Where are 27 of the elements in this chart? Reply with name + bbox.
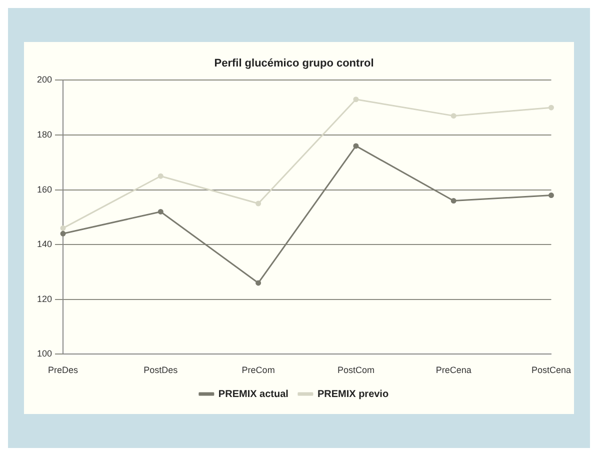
x-tick-label: PreCena <box>436 365 472 376</box>
x-tick-label: PostCena <box>531 365 572 376</box>
x-tick-label: PostDes <box>144 365 178 376</box>
y-tick-label: 180 <box>36 129 52 140</box>
x-tick-label: PostCom <box>337 365 374 376</box>
y-tick-label: 100 <box>36 348 52 359</box>
legend-label: PREMIX previo <box>317 388 389 400</box>
point <box>256 200 262 206</box>
point <box>60 230 66 236</box>
chart-title: Perfil glucémico grupo control <box>214 58 374 70</box>
point <box>60 225 66 231</box>
x-tick-label: PreDes <box>48 365 79 376</box>
y-tick-label: 140 <box>36 239 52 250</box>
point <box>450 198 456 204</box>
point <box>256 280 262 286</box>
y-tick-label: 120 <box>36 294 52 304</box>
x-tick-label: PreCom <box>242 365 275 376</box>
y-tick-label: 160 <box>36 184 52 194</box>
y-tick-label: 200 <box>36 74 52 85</box>
point <box>158 208 164 214</box>
point <box>353 143 359 149</box>
point <box>158 173 164 179</box>
point <box>450 113 456 119</box>
point <box>548 192 554 198</box>
point <box>548 104 554 110</box>
legend-label: PREMIX actual <box>218 388 289 400</box>
point <box>353 96 359 102</box>
